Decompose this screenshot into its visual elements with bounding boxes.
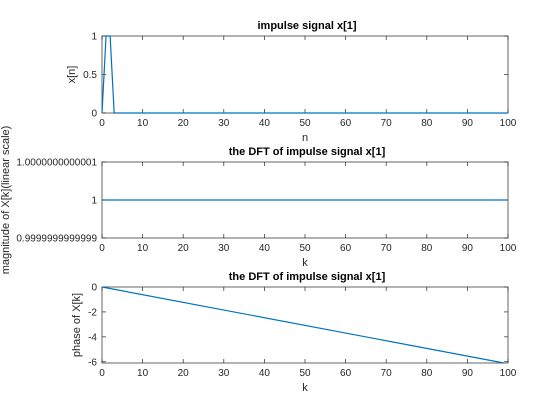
y-axis-label: x[n] <box>66 66 78 84</box>
x-axis-label: k <box>302 382 308 394</box>
x-axis-label: k <box>302 257 308 269</box>
x-tick-label: 10 <box>137 243 149 254</box>
y-tick-label: 1 <box>91 195 97 206</box>
x-axis-label: n <box>302 132 308 144</box>
x-tick-label: 90 <box>462 243 474 254</box>
x-tick-label: 100 <box>500 243 517 254</box>
x-tick-label: 0 <box>99 368 105 379</box>
y-axis-label: phase of X[k] <box>71 293 83 357</box>
series-line <box>101 286 505 364</box>
x-tick-label: 20 <box>178 118 190 129</box>
x-tick-label: 90 <box>462 368 474 379</box>
y-tick-label: 0.5 <box>83 70 97 81</box>
x-tick-label: 40 <box>259 243 271 254</box>
x-tick-label: 20 <box>178 243 190 254</box>
x-tick-label: 40 <box>259 118 271 129</box>
y-tick-label: 0 <box>91 109 97 120</box>
series-line <box>101 35 508 114</box>
x-tick-label: 60 <box>340 243 352 254</box>
x-tick-label: 90 <box>462 118 474 129</box>
y-tick-label: -6 <box>88 357 97 368</box>
chart-title: the DFT of impulse signal x[1] <box>229 271 386 283</box>
axes-frame <box>101 35 509 114</box>
x-tick-label: 80 <box>421 243 433 254</box>
x-tick-label: 50 <box>299 243 311 254</box>
chart-title: the DFT of impulse signal x[1] <box>229 146 386 158</box>
x-tick-label: 60 <box>340 368 352 379</box>
y-tick-label: 1 <box>91 32 97 43</box>
x-tick-label: 10 <box>137 118 149 129</box>
y-tick-label: 0.9999999999999 <box>16 234 97 245</box>
subplot-2: 0 10 20 30 40 50 60 70 80 90 100 0.9999999999999 1 1.… <box>0 126 517 275</box>
x-tick-label: 10 <box>137 368 149 379</box>
x-tick-label: 30 <box>218 118 230 129</box>
x-tick-label: 80 <box>421 118 433 129</box>
x-tick-label: 70 <box>381 243 393 254</box>
subplot-3: 0 10 20 30 40 50 60 70 80 90 100 -6 -4 -2 0 the DFT of … <box>71 271 517 394</box>
x-tick-label: 0 <box>99 243 105 254</box>
x-tick-label: 50 <box>299 118 311 129</box>
x-tick-label: 0 <box>99 118 105 129</box>
x-tick-label: 60 <box>340 118 352 129</box>
subplot-1: 0 10 20 30 40 50 60 70 80 90 100 0 0.5 1 impulse signa… <box>66 20 517 144</box>
y-tick-label: 1.0000000000001 <box>16 158 97 169</box>
y-tick-label: -2 <box>88 307 97 318</box>
x-tick-label: 30 <box>218 368 230 379</box>
y-tick-label: -4 <box>88 332 97 343</box>
x-tick-label: 100 <box>500 118 517 129</box>
x-tick-label: 30 <box>218 243 230 254</box>
x-tick-label: 70 <box>381 368 393 379</box>
x-tick-label: 20 <box>178 368 190 379</box>
y-tick-label: 0 <box>91 283 97 294</box>
x-tick-label: 80 <box>421 368 433 379</box>
x-tick-label: 70 <box>381 118 393 129</box>
x-tick-label: 40 <box>259 368 271 379</box>
y-axis-label: magnitude of X[k](linear scale) <box>0 126 12 275</box>
x-tick-label: 50 <box>299 368 311 379</box>
x-tick-label: 100 <box>500 368 517 379</box>
chart-title: impulse signal x[1] <box>257 20 356 32</box>
